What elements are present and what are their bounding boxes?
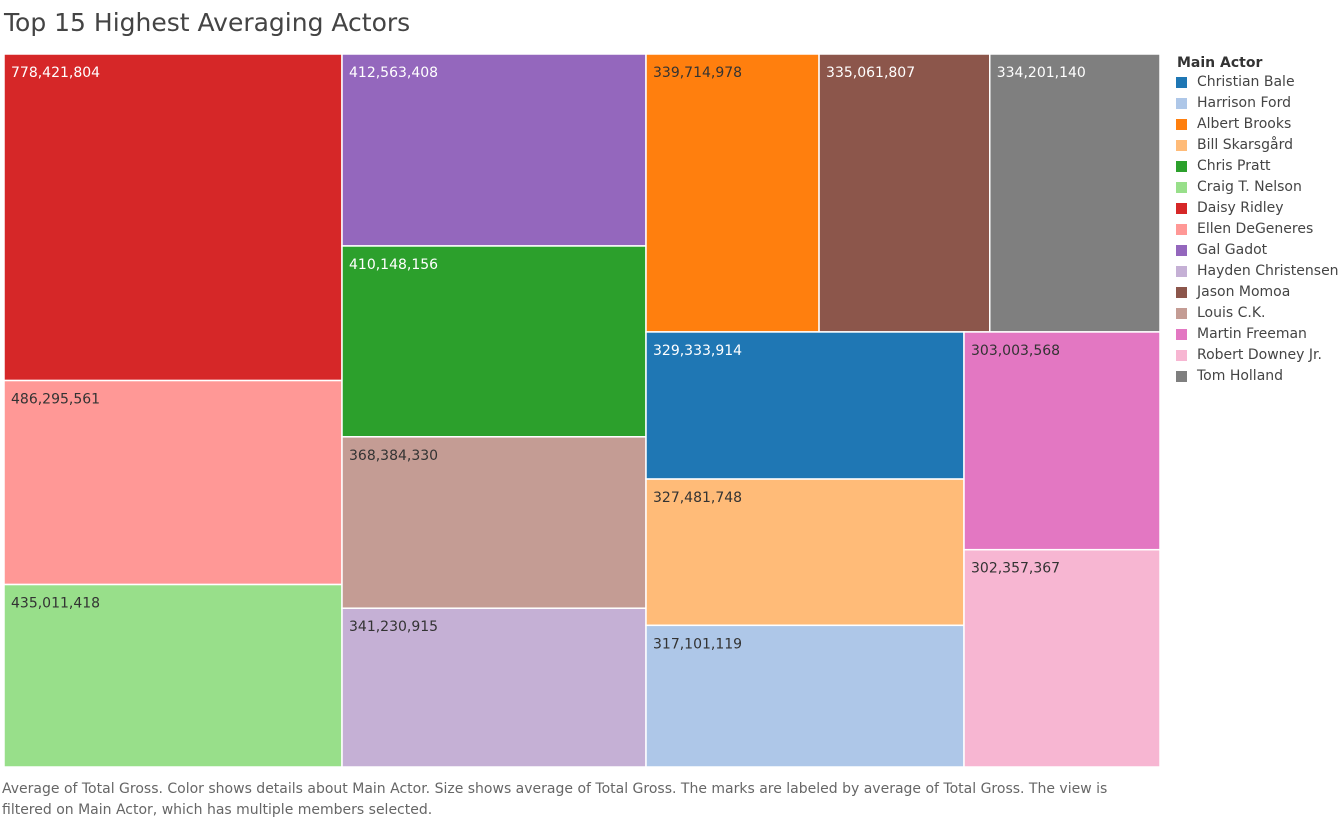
legend-swatch — [1176, 161, 1187, 172]
legend-swatch — [1176, 371, 1187, 382]
legend-label: Albert Brooks — [1197, 116, 1292, 132]
legend-swatch — [1176, 245, 1187, 256]
legend-label: Daisy Ridley — [1197, 200, 1284, 216]
treemap-label-chris-pratt: 410,148,156 — [349, 257, 438, 273]
legend-item-daisy-ridley[interactable]: Daisy Ridley — [1176, 198, 1344, 219]
legend-item-tom-holland[interactable]: Tom Holland — [1176, 366, 1344, 387]
treemap-chart[interactable]: 778,421,804 486,295,561 435,011,418 412,563… — [4, 54, 1162, 767]
treemap-label-gal-gadot: 412,563,408 — [349, 65, 438, 81]
legend-item-craig-t-nelson[interactable]: Craig T. Nelson — [1176, 177, 1344, 198]
legend-label: Chris Pratt — [1197, 158, 1271, 174]
treemap-label-christian-bale: 329,333,914 — [653, 343, 742, 359]
treemap-tile-christian-bale[interactable] — [645, 331, 965, 480]
legend-item-gal-gadot[interactable]: Gal Gadot — [1176, 240, 1344, 261]
legend-swatch — [1176, 287, 1187, 298]
treemap-tile-craig-t-nelson[interactable] — [4, 583, 343, 767]
legend-item-jason-momoa[interactable]: Jason Momoa — [1176, 282, 1344, 303]
treemap-label-harrison-ford: 317,101,119 — [653, 636, 742, 652]
legend-label: Robert Downey Jr. — [1197, 347, 1322, 363]
treemap-label-daisy-ridley: 778,421,804 — [11, 65, 100, 81]
chart-title: Top 15 Highest Averaging Actors — [4, 8, 411, 37]
legend-item-louis-c-k[interactable]: Louis C.K. — [1176, 303, 1344, 324]
legend-item-hayden-christensen[interactable]: Hayden Christensen — [1176, 261, 1344, 282]
legend-label: Christian Bale — [1197, 74, 1295, 90]
legend-swatch — [1176, 182, 1187, 193]
legend-label: Martin Freeman — [1197, 326, 1307, 342]
legend-title: Main Actor — [1177, 55, 1263, 71]
treemap-tile-chris-pratt[interactable] — [341, 245, 647, 438]
treemap-tile-tom-holland[interactable] — [988, 54, 1161, 333]
treemap-tile-robert-downey-jr[interactable] — [963, 548, 1161, 767]
legend-label: Tom Holland — [1197, 368, 1284, 384]
legend-swatch — [1176, 329, 1187, 340]
legend-items: Christian Bale Harrison Ford Albert Brooks… — [1176, 72, 1344, 387]
legend-item-chris-pratt[interactable]: Chris Pratt — [1176, 156, 1344, 177]
legend-swatch — [1176, 224, 1187, 235]
treemap-label-bill-skarsg-rd: 327,481,748 — [653, 490, 742, 506]
legend-label: Bill Skarsgård — [1197, 137, 1293, 153]
treemap-tile-louis-c-k[interactable] — [341, 436, 647, 609]
treemap-label-albert-brooks: 339,714,978 — [653, 65, 742, 81]
legend-label: Ellen DeGeneres — [1197, 221, 1314, 237]
legend-label: Harrison Ford — [1197, 95, 1291, 111]
legend-swatch — [1176, 77, 1187, 88]
legend-swatch — [1176, 140, 1187, 151]
legend-item-bill-skarsg-rd[interactable]: Bill Skarsgård — [1176, 135, 1344, 156]
legend-item-martin-freeman[interactable]: Martin Freeman — [1176, 324, 1344, 345]
treemap-tile-ellen-degeneres[interactable] — [4, 379, 343, 586]
treemap-tile-bill-skarsg-rd[interactable] — [645, 478, 965, 627]
treemap-label-hayden-christensen: 341,230,915 — [349, 619, 438, 635]
treemap-label-jason-momoa: 335,061,807 — [826, 65, 915, 81]
legend[interactable]: Main Actor Christian Bale Harrison Ford Al… — [1176, 54, 1344, 387]
treemap-label-robert-downey-jr: 302,357,367 — [971, 561, 1060, 577]
legend-swatch — [1176, 98, 1187, 109]
chart-caption: Average of Total Gross. Color shows deta… — [2, 781, 1108, 818]
legend-label: Jason Momoa — [1197, 284, 1291, 300]
legend-item-ellen-degeneres[interactable]: Ellen DeGeneres — [1176, 219, 1344, 240]
treemap-tile-martin-freeman[interactable] — [963, 331, 1161, 551]
treemap-tile-hayden-christensen[interactable] — [341, 607, 647, 767]
legend-swatch — [1176, 350, 1187, 361]
legend-label: Craig T. Nelson — [1197, 179, 1302, 195]
treemap-label-martin-freeman: 303,003,568 — [971, 343, 1060, 359]
legend-swatch — [1176, 203, 1187, 214]
legend-label: Gal Gadot — [1197, 242, 1268, 258]
treemap-label-craig-t-nelson: 435,011,418 — [11, 596, 100, 612]
legend-label: Hayden Christensen — [1197, 263, 1339, 279]
legend-item-albert-brooks[interactable]: Albert Brooks — [1176, 114, 1344, 135]
treemap-label-tom-holland: 334,201,140 — [997, 65, 1086, 81]
treemap-tile-albert-brooks[interactable] — [645, 54, 820, 333]
legend-label: Louis C.K. — [1197, 305, 1266, 321]
treemap-tile-harrison-ford[interactable] — [645, 624, 965, 767]
legend-item-harrison-ford[interactable]: Harrison Ford — [1176, 93, 1344, 114]
treemap-tile-daisy-ridley[interactable] — [4, 54, 343, 382]
legend-item-christian-bale[interactable]: Christian Bale — [1176, 72, 1344, 93]
legend-swatch — [1176, 119, 1187, 130]
treemap-tile-jason-momoa[interactable] — [818, 54, 991, 333]
legend-item-robert-downey-jr[interactable]: Robert Downey Jr. — [1176, 345, 1344, 366]
treemap-label-ellen-degeneres: 486,295,561 — [11, 392, 100, 408]
legend-swatch — [1176, 266, 1187, 277]
treemap-label-louis-c-k: 368,384,330 — [349, 448, 438, 464]
treemap-tile-gal-gadot[interactable] — [341, 54, 647, 247]
legend-swatch — [1176, 308, 1187, 319]
